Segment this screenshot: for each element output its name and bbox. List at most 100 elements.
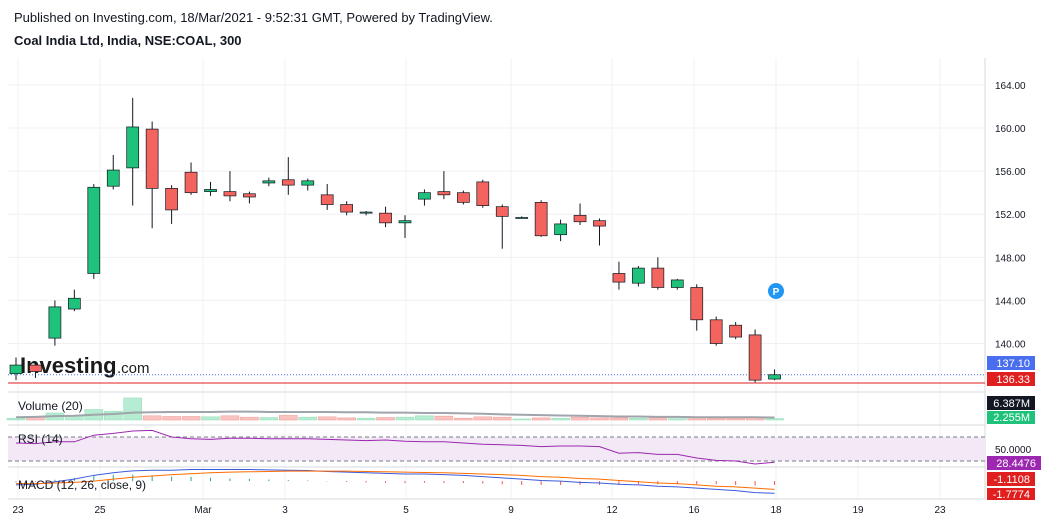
volume-bar: [590, 417, 609, 421]
volume-bar: [376, 417, 395, 421]
volume-bar: [240, 416, 259, 421]
candle-body: [515, 217, 529, 219]
volume-bar: [570, 416, 590, 421]
candle-body: [437, 191, 451, 196]
x-tick-label: Mar: [194, 505, 212, 516]
candle-body: [690, 287, 704, 321]
svg-text:.com: .com: [117, 360, 150, 377]
volume-bar: [142, 415, 162, 421]
macd-signal-badge: -1.7774: [987, 488, 1035, 501]
volume-bar: [726, 417, 745, 421]
p-marker-icon[interactable]: P: [768, 283, 784, 299]
candle-body: [593, 220, 606, 227]
volume-bar: [201, 416, 220, 421]
candle-body: [476, 181, 490, 206]
candlestick-series: [9, 97, 781, 383]
macd-label: MACD (12, 26, close, 9): [18, 478, 146, 492]
candle-body: [145, 128, 159, 189]
macd-signal-line: [16, 470, 775, 490]
volume-value-badge: 6.387M: [987, 396, 1035, 410]
volume-bar: [123, 397, 142, 421]
candle-body: [729, 324, 743, 338]
candle-body: [359, 211, 373, 214]
candle-body: [301, 180, 315, 186]
svg-text:6.387M: 6.387M: [993, 398, 1030, 410]
pane-dividers: [8, 58, 986, 500]
symbol-title: Coal India Ltd, India, NSE:COAL, 300: [14, 33, 242, 48]
volume-bar: [551, 417, 570, 421]
candle-body: [184, 171, 198, 194]
candle-body: [768, 374, 781, 380]
volume-bar: [317, 416, 337, 421]
volume-bar: [512, 418, 532, 421]
volume-bar: [6, 417, 26, 421]
x-tick-label: 18: [770, 505, 782, 516]
candle-body: [243, 193, 256, 198]
volume-bar: [415, 415, 434, 421]
volume-bar: [278, 415, 298, 421]
time-axis: 23 25 Mar 3 5 9 12 16 18 19 23: [12, 505, 946, 516]
volume-bar: [220, 415, 240, 421]
candle-body: [67, 297, 81, 310]
price-reference-lines: [8, 374, 985, 384]
candle-body: [534, 202, 548, 237]
y-tick-label: 156.00: [995, 167, 1026, 178]
macd-value-badge: -1.1108: [987, 472, 1035, 486]
y-tick-label: 144.00: [995, 296, 1026, 307]
x-tick-label: 9: [508, 505, 514, 516]
y-tick-label: 164.00: [995, 81, 1026, 92]
candle-body: [262, 180, 276, 184]
volume-pane: [6, 397, 784, 421]
rsi-line: [15, 429, 775, 465]
candle-body: [379, 212, 392, 224]
candle-body: [320, 194, 334, 205]
y-tick-label: 160.00: [995, 124, 1026, 135]
candle-body: [48, 306, 62, 339]
candle-body: [223, 191, 237, 197]
volume-bar: [337, 417, 356, 421]
y-tick-label: 140.00: [995, 340, 1026, 351]
x-tick-label: 23: [934, 505, 946, 516]
candle-body: [418, 192, 431, 200]
volume-ma-badge: 2.255M: [987, 411, 1035, 424]
svg-text:P: P: [773, 287, 780, 298]
candle-body: [29, 364, 42, 372]
volume-bar: [706, 417, 726, 421]
svg-text:137.10: 137.10: [996, 358, 1030, 370]
candle-body: [87, 186, 101, 274]
macd-line: [15, 469, 775, 494]
svg-text:136.33: 136.33: [996, 374, 1030, 386]
volume-bar: [531, 417, 551, 421]
candle-body: [632, 267, 645, 284]
svg-text:2.255M: 2.255M: [993, 412, 1030, 424]
x-tick-label: 16: [688, 505, 700, 516]
rsi-value-badge: 28.4476: [987, 456, 1041, 470]
candle-body: [398, 220, 412, 224]
volume-bar: [454, 417, 473, 421]
volume-bar: [162, 416, 181, 421]
candle-body: [612, 273, 626, 283]
candle-body: [281, 179, 295, 186]
candle-body: [651, 267, 665, 288]
chart-grid: [8, 58, 985, 499]
volume-bar: [609, 417, 629, 421]
x-tick-label: 12: [606, 505, 618, 516]
svg-text:-1.7774: -1.7774: [993, 489, 1030, 501]
candle-body: [165, 188, 178, 211]
svg-text:28.4476: 28.4476: [996, 458, 1036, 470]
volume-bar: [434, 415, 454, 421]
volume-ma-line: [15, 410, 775, 419]
candle-body: [106, 169, 120, 187]
candle-body: [670, 279, 684, 288]
y-tick-label: 152.00: [995, 210, 1026, 221]
volume-bar: [181, 416, 201, 421]
rsi-band: [8, 437, 985, 461]
x-tick-label: 5: [403, 505, 409, 516]
rsi-label: RSI (14): [18, 432, 63, 446]
x-tick-label: 19: [852, 505, 864, 516]
volume-label: Volume (20): [18, 399, 83, 413]
svg-text:-1.1108: -1.1108: [994, 474, 1031, 486]
volume-bar: [298, 416, 318, 421]
volume-bar: [395, 416, 415, 421]
